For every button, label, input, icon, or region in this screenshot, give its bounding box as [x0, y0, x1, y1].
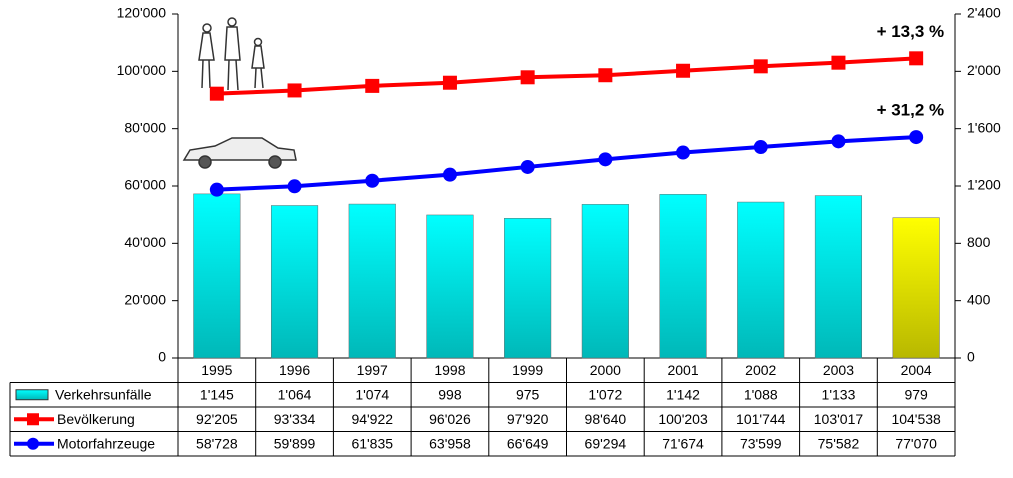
marker	[676, 145, 691, 160]
table-cell: 1'142	[666, 386, 700, 402]
annotation: + 31,2 %	[877, 101, 945, 120]
marker	[287, 179, 302, 194]
table-cell: 58'728	[196, 435, 238, 451]
table-cell: 63'958	[429, 435, 471, 451]
marker	[520, 159, 535, 174]
x-tick-label: 2002	[745, 362, 776, 378]
line	[216, 135, 917, 192]
bar	[193, 193, 241, 359]
table-cell: 97'920	[507, 411, 549, 427]
marker	[365, 78, 380, 93]
x-tick-label: 1999	[512, 362, 543, 378]
people-icon	[198, 17, 265, 91]
table-cell: 100'203	[658, 411, 708, 427]
table-cell: 1'088	[744, 386, 778, 402]
legend-symbol	[27, 437, 39, 450]
x-tick-label: 1997	[357, 362, 388, 378]
legend-label: Motorfahrzeuge	[57, 435, 155, 451]
marker	[676, 63, 691, 78]
marker	[598, 152, 613, 167]
bar	[737, 201, 785, 359]
marker	[598, 68, 613, 83]
bar	[659, 194, 707, 359]
legend-label: Verkehrsunfälle	[55, 386, 152, 402]
y-tick-label: 60'000	[124, 177, 166, 193]
marker	[209, 86, 224, 101]
x-tick-label: 1998	[434, 362, 465, 378]
y2-tick-label: 1'600	[967, 119, 1001, 135]
table-cell: 69'294	[585, 435, 627, 451]
bar	[892, 217, 940, 359]
y2-tick-label: 800	[967, 234, 991, 250]
table-cell: 93'334	[274, 411, 316, 427]
marker	[287, 83, 302, 98]
table-cell: 92'205	[196, 411, 238, 427]
x-tick-label: 2003	[823, 362, 854, 378]
table-cell: 61'835	[351, 435, 393, 451]
table-cell: 59'899	[274, 435, 316, 451]
x-tick-label: 2000	[590, 362, 621, 378]
y2-tick-label: 2'000	[967, 62, 1001, 78]
table-cell: 98'640	[585, 411, 627, 427]
table-cell: 1'145	[200, 386, 234, 402]
marker	[209, 182, 224, 197]
y2-tick-label: 2'400	[967, 5, 1001, 21]
table-cell: 77'070	[895, 435, 937, 451]
marker	[831, 55, 846, 70]
table-cell: 96'026	[429, 411, 471, 427]
car-icon	[182, 137, 297, 169]
table-cell: 1'133	[822, 386, 856, 402]
bar	[504, 218, 552, 359]
y2-tick-label: 0	[967, 349, 975, 365]
line	[216, 56, 917, 96]
table-cell: 71'674	[662, 435, 704, 451]
table-cell: 104'538	[891, 411, 941, 427]
table-cell: 1'072	[588, 386, 622, 402]
x-tick-label: 1996	[279, 362, 310, 378]
x-tick-label: 2001	[667, 362, 698, 378]
table-cell: 975	[516, 386, 540, 402]
marker	[365, 173, 380, 188]
bar	[581, 204, 629, 359]
marker	[442, 75, 457, 90]
y-tick-label: 80'000	[124, 119, 166, 135]
annotation: + 13,3 %	[877, 22, 945, 41]
bar	[426, 214, 474, 359]
table-cell: 73'599	[740, 435, 782, 451]
x-tick-label: 2004	[901, 362, 932, 378]
marker	[909, 130, 924, 145]
y-tick-label: 40'000	[124, 234, 166, 250]
table-cell: 103'017	[814, 411, 864, 427]
marker	[520, 70, 535, 85]
table-cell: 1'074	[355, 386, 389, 402]
y-tick-label: 20'000	[124, 291, 166, 307]
table-cell: 1'064	[278, 386, 312, 402]
bar	[270, 205, 319, 359]
table-cell: 66'649	[507, 435, 549, 451]
marker	[753, 140, 768, 155]
marker	[753, 59, 768, 74]
y2-tick-label: 400	[967, 291, 991, 307]
table-cell: 94'922	[351, 411, 393, 427]
legend-label: Bevölkerung	[57, 411, 135, 427]
legend-symbol	[27, 413, 39, 426]
y-tick-label: 120'000	[117, 5, 167, 21]
bar	[348, 203, 396, 359]
table-cell: 998	[438, 386, 462, 402]
table-cell: 101'744	[736, 411, 786, 427]
marker	[442, 167, 457, 182]
table-cell: 75'582	[818, 435, 860, 451]
table-cell: 979	[904, 386, 928, 402]
y-tick-label: 0	[158, 349, 166, 365]
marker	[831, 134, 846, 149]
legend-symbol	[15, 389, 49, 401]
bar	[814, 195, 863, 359]
y2-tick-label: 1'200	[967, 177, 1001, 193]
y-tick-label: 100'000	[117, 62, 167, 78]
x-tick-label: 1995	[201, 362, 232, 378]
marker	[909, 51, 924, 66]
